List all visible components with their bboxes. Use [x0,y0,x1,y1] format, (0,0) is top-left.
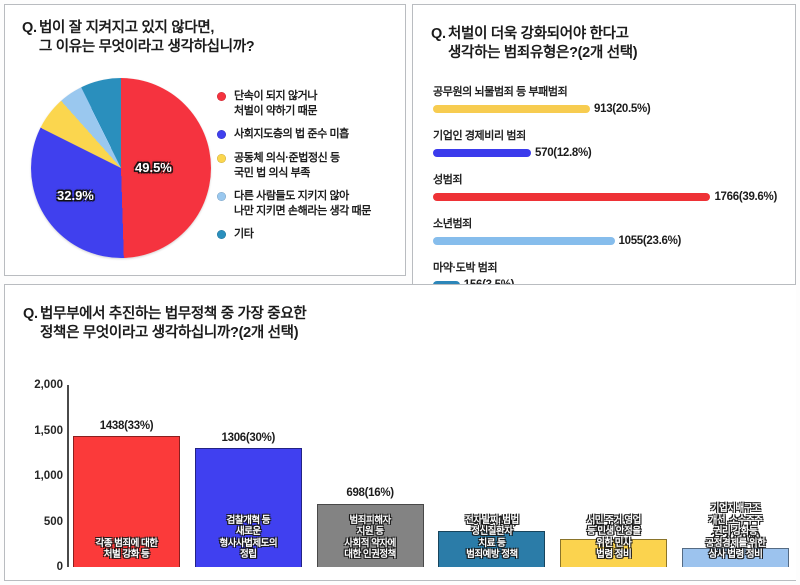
vbar-bar: 서민 주거·영업 등 민생 안정을 위한 민사 법령 정비 [560,515,668,567]
vbar-category-label: 각종 범죄에 대한 처벌 강화 등 [95,537,158,561]
vbar-value-label: 1438(33%) [99,420,154,433]
vbar-question-line1: 법무부에서 추진하는 법무정책 중 가장 중요한 [40,306,307,322]
legend-color-dot-icon [217,130,226,140]
pie-disc [31,78,211,258]
legend-item-label: 다른 사람들도 지키지 않아 나만 지키면 손해라는 생각 때문 [234,190,371,217]
vbar-value-label: 212(4.9%) [710,531,761,544]
hbar-category-label: 마약·도박 범죄 [433,262,498,274]
vbar-bar: 기업지배구조 개선, 소수주주 권리 강화등 공정경제를 위한 상사 법령 정비 [681,503,789,567]
vertical-bar-chart-panel: Q. 법무부에서 추진하는 법무정책 중 가장 중요한 정책은 무엇이라고 생각하… [4,284,796,581]
legend-color-dot-icon [217,153,226,163]
vbar-value-label: 1306(30%) [221,432,276,445]
pie-chart-panel: Q. 법이 잘 지켜지고 있지 않다면, 그 이유는 무엇이라고 생각하십니까? … [4,4,406,276]
pie-chart-question: Q. 법이 잘 지켜지고 있지 않다면, 그 이유는 무엇이라고 생각하십니까? [22,19,255,57]
pie-slice-label-0: 49.5% [135,160,172,175]
hbar-bar-row: 1055(23.6%) [433,235,777,247]
vbar-category-label: 범죄피해자 지원 등 사회적 약자에 대한 인권정책 [344,514,396,561]
vbar-y-tick: 1,000 [34,470,63,482]
legend-item-label: 공동체 의식·준법정신 등 국민 법 의식 부족 [234,151,340,179]
legend-color-dot-icon [217,192,226,202]
pie-slice-label-1: 32.9% [57,188,94,203]
vbar-category-label: 전자발찌, 범법 정신질환자 치료 등 범죄예방 정책 [465,514,519,561]
vbar-y-tick: 500 [43,515,63,528]
vbar-column[interactable]: 212(4.9%) 기업지배구조 개선, 소수주주 권리 강화등 공정경제를 위한… [681,385,789,567]
legend-item[interactable]: 단속이 되지 않거나 처벌이 약하기 때문 [217,89,397,118]
hbar-row[interactable]: 성범죄 1766(39.6%) [433,175,777,219]
hbar-category-label: 소년범죄 [433,218,472,230]
hbar-row[interactable]: 소년범죄 1055(23.6%) [433,219,777,263]
hbar-category-label: 성범죄 [433,174,463,186]
vbar-y-axis-line [67,385,69,567]
vbar-column[interactable]: 1306(30%) 검찰개혁 등 새로운 형사사법제도의 정립 [194,385,302,567]
vbar-y-tick: 0 [56,561,63,573]
hbar-bar [433,105,590,113]
vbar-category-label: 검찰개혁 등 새로운 형사사법제도의 정립 [219,514,278,561]
vbar-question-line2: 정책은 무엇이라고 생각하십니까?(2개 선택) [40,325,299,342]
question-marker: Q. [23,306,38,322]
vertical-bar-plot-area: 0 500 1,000 1,500 2,000 1438(33%) 각종 범죄에 대한 처… [21,379,791,573]
hbar-bar-row: 913(20.5%) [433,103,777,115]
vbar-column[interactable]: 1438(33%) 각종 범죄에 대한 처벌 강화 등 [73,385,180,567]
hbar-value-label: 570(12.8%) [535,147,592,159]
legend-item[interactable]: 공동체 의식·준법정신 등 국민 법 의식 부족 [217,151,397,180]
vbar-y-tick: 2,000 [34,379,63,391]
hbar-value-label: 1766(39.6%) [714,191,777,203]
vertical-bar-series: 1438(33%) 각종 범죄에 대한 처벌 강화 등 1306(30%) 검찰개혁 … [73,385,789,567]
pie-question-line2: 그 이유는 무엇이라고 생각하십니까? [39,39,255,56]
hbar-bar [433,149,531,157]
vbar-bar: 각종 범죄에 대한 처벌 강화 등 [73,436,180,567]
hbar-bar-row: 1766(39.6%) [433,191,777,203]
vbar-category-label: 서민 주거·영업 등 민생 안정을 위한 민사 법령 정비 [586,514,642,561]
vbar-column[interactable]: 698(16%) 범죄피해자 지원 등 사회적 약자에 대한 인권정책 [316,385,424,567]
hbar-category-label: 공무원의 뇌물범죄 등 부패범죄 [433,86,568,98]
hbar-row[interactable]: 공무원의 뇌물범죄 등 부패범죄 913(20.5%) [433,87,777,131]
hbar-bar-row: 570(12.8%) [433,147,777,159]
legend-item[interactable]: 사회지도층의 법 준수 미흡 [217,127,397,142]
hbar-row[interactable]: 기업인 경제비리 범죄 570(12.8%) [433,131,777,175]
vbar-value-label: 306(7%) [593,523,635,536]
vbar-y-tick: 1,500 [34,424,63,437]
legend-item[interactable]: 기타 [217,227,397,242]
vbar-bar: 전자발찌, 범법 정신질환자 치료 등 범죄예방 정책 [438,515,546,567]
vbar-bar: 검찰개혁 등 새로운 형사사법제도의 정립 [194,448,302,567]
question-marker: Q. [431,26,446,42]
hbar-bar [433,193,711,201]
vbar-chart-question: Q. 법무부에서 추진하는 법무정책 중 가장 중요한 정책은 무엇이라고 생각하… [23,305,307,343]
legend-item[interactable]: 다른 사람들도 지키지 않아 나만 지키면 손해라는 생각 때문 [217,189,397,218]
vbar-bar: 범죄피해자 지원 등 사회적 약자에 대한 인권정책 [316,503,424,567]
legend-color-dot-icon [217,92,226,101]
legend-item-label: 기타 [234,228,254,241]
hbar-category-label: 기업인 경제비리 범죄 [433,130,526,142]
hbar-value-label: 913(20.5%) [594,103,651,115]
hbar-question-line2: 생각하는 범죄유형은?(2개 선택) [448,45,638,62]
hbar-bar [433,237,615,245]
hbar-question-line1: 처벌이 더욱 강화되어야 한다고 [448,26,629,42]
legend-color-dot-icon [217,230,226,240]
pie-chart: 49.5% 32.9% [31,78,211,258]
vbar-value-label: 698(16%) [346,487,394,500]
vbar-column[interactable]: 395(9.1%) 전자발찌, 범법 정신질환자 치료 등 범죄예방 정책 [438,385,546,567]
vbar-column[interactable]: 306(7%) 서민 주거·영업 등 민생 안정을 위한 민사 법령 정비 [560,385,668,567]
vbar-category-label: 기업지배구조 개선, 소수주주 권리 강화등 공정경제를 위한 상사 법령 정비 [705,503,766,561]
horizontal-bar-series: 공무원의 뇌물범죄 등 부패범죄 913(20.5%) 기업인 경제비리 범죄 570… [433,87,777,309]
legend-item-label: 사회지도층의 법 준수 미흡 [234,128,349,141]
legend-item-label: 단속이 되지 않거나 처벌이 약하기 때문 [234,90,318,117]
hbar-chart-question: Q. 처벌이 더욱 강화되어야 한다고 생각하는 범죄유형은?(2개 선택) [431,25,638,63]
hbar-value-label: 1055(23.6%) [618,235,682,247]
question-marker: Q. [22,20,37,36]
pie-question-line1: 법이 잘 지켜지고 있지 않다면, [39,20,215,36]
vbar-value-label: 395(9.1%) [466,515,518,528]
